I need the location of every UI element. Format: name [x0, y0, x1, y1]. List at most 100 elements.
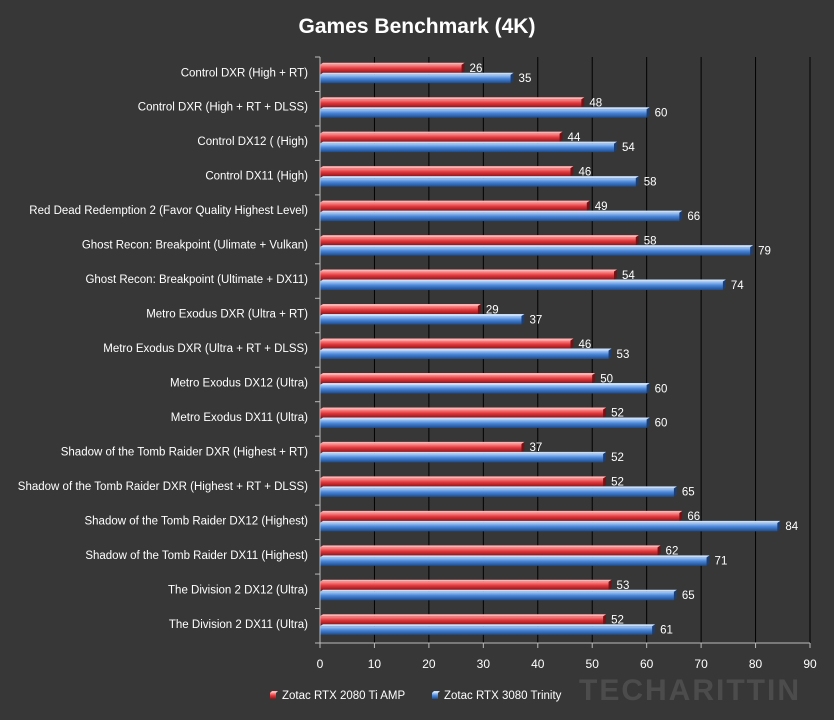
category-label: Metro Exodus DXR (Ultra + RT + DLSS) [103, 343, 308, 355]
category-label: Metro Exodus DX12 (Ultra) [170, 378, 308, 390]
data-label: 71 [715, 556, 728, 568]
bar-side [559, 131, 563, 143]
bar-rtx-3080 [320, 316, 522, 325]
bar-top [320, 72, 514, 75]
data-label: 60 [655, 418, 668, 430]
bar-side [586, 200, 590, 212]
bar-rtx-3080 [320, 109, 647, 118]
bar-rtx-3080 [320, 143, 614, 153]
x-tick-label: 80 [749, 657, 763, 671]
bar-top [320, 304, 481, 307]
bar-top [320, 245, 754, 248]
legend-label: Zotac RTX 3080 Trinity [444, 690, 562, 702]
bar-rtx-2080ti [320, 581, 609, 591]
watermark: TECHARITTIN [579, 674, 801, 707]
bar-top [320, 614, 607, 617]
bar-rtx-3080 [320, 626, 653, 635]
data-label: 52 [611, 408, 624, 420]
data-label: 53 [617, 580, 630, 592]
bar-side [614, 269, 617, 281]
bar-top [320, 510, 683, 513]
bar-top [320, 62, 465, 65]
legend-swatch-top [432, 691, 440, 693]
bar-top [320, 210, 683, 213]
bar-rtx-3080 [320, 247, 751, 256]
bar-top [320, 520, 781, 523]
bar-top [320, 407, 607, 410]
legend-swatch [270, 693, 276, 699]
bar-top [320, 141, 617, 144]
bar-side [673, 486, 677, 497]
bar-top [320, 545, 661, 548]
bar-top [320, 372, 596, 375]
data-label: 65 [682, 487, 695, 499]
category-label: Control DXR (High + RT + DLSS) [138, 102, 308, 114]
bar-side [706, 555, 710, 566]
bar-top [320, 476, 607, 479]
bar-top [320, 589, 677, 592]
bar-rtx-2080ti [320, 202, 587, 212]
chart-title: Games Benchmark (4K) [299, 15, 536, 38]
x-tick-label: 50 [586, 657, 600, 671]
bar-rtx-2080ti [320, 443, 522, 453]
bar-top [320, 200, 590, 203]
data-label: 44 [568, 132, 581, 144]
bar-top [320, 176, 639, 179]
category-label: Control DX11 (High) [205, 171, 308, 183]
data-label: 50 [600, 373, 613, 385]
bar-side [635, 235, 639, 246]
bar-side [777, 520, 781, 532]
bar-top [320, 269, 617, 272]
bar-rtx-2080ti [320, 340, 571, 349]
bar-top [320, 107, 650, 110]
bar-top [320, 131, 563, 134]
bar-side [603, 614, 607, 625]
bar-top [320, 417, 650, 420]
bar-top [320, 235, 639, 238]
bar-side [673, 589, 677, 601]
category-label: Shadow of the Tomb Raider DXR (Highest +… [61, 446, 308, 458]
bar-side [592, 372, 596, 384]
bar-side [570, 166, 574, 177]
bar-top [320, 166, 574, 169]
data-label: 66 [687, 511, 700, 523]
bar-rtx-3080 [320, 453, 604, 463]
bar-rtx-2080ti [320, 374, 593, 384]
bar-side [750, 245, 754, 256]
x-tick-label: 40 [531, 657, 545, 671]
bar-rtx-2080ti [320, 271, 614, 281]
data-label: 53 [617, 349, 630, 361]
bar-top [320, 279, 726, 282]
bar-rtx-3080 [320, 557, 707, 566]
bar-rtx-2080ti [320, 306, 478, 315]
bar-top [320, 486, 677, 489]
bar-rtx-3080 [320, 178, 636, 187]
category-label: Control DXR (High + RT) [181, 67, 308, 79]
data-label: 74 [731, 280, 744, 292]
bar-side [521, 314, 525, 325]
bar-side [477, 304, 481, 315]
data-label: 48 [589, 97, 602, 109]
legend: Zotac RTX 2080 Ti AMP Zotac RTX 3080 Trin… [270, 690, 562, 702]
category-label: Shadow of the Tomb Raider DX11 (Highest) [85, 550, 308, 562]
bar-rtx-2080ti [320, 237, 636, 246]
category-label: Ghost Recon: Breakpoint (Ultimate + DX11… [85, 274, 308, 286]
category-label: Ghost Recon: Breakpoint (Ulimate + Vulka… [82, 240, 308, 252]
data-label: 37 [529, 442, 542, 454]
bar-side [581, 97, 585, 108]
category-label: Shadow of the Tomb Raider DX12 (Highest) [84, 515, 308, 527]
bar-side [603, 407, 607, 418]
data-label: 62 [666, 546, 679, 558]
data-label: 49 [595, 201, 608, 213]
data-label: 65 [682, 590, 695, 602]
category-label: The Division 2 DX11 (Ultra) [169, 619, 308, 631]
bar-rtx-2080ti [320, 168, 571, 177]
bar-side [608, 348, 612, 359]
data-label: 52 [611, 477, 624, 489]
data-label: 58 [644, 176, 657, 188]
data-label: 61 [660, 625, 673, 637]
axes: 0 10 20 30 40 50 60 70 80 90 Control DXR (High + R… [18, 56, 817, 671]
bar-side [652, 624, 656, 635]
